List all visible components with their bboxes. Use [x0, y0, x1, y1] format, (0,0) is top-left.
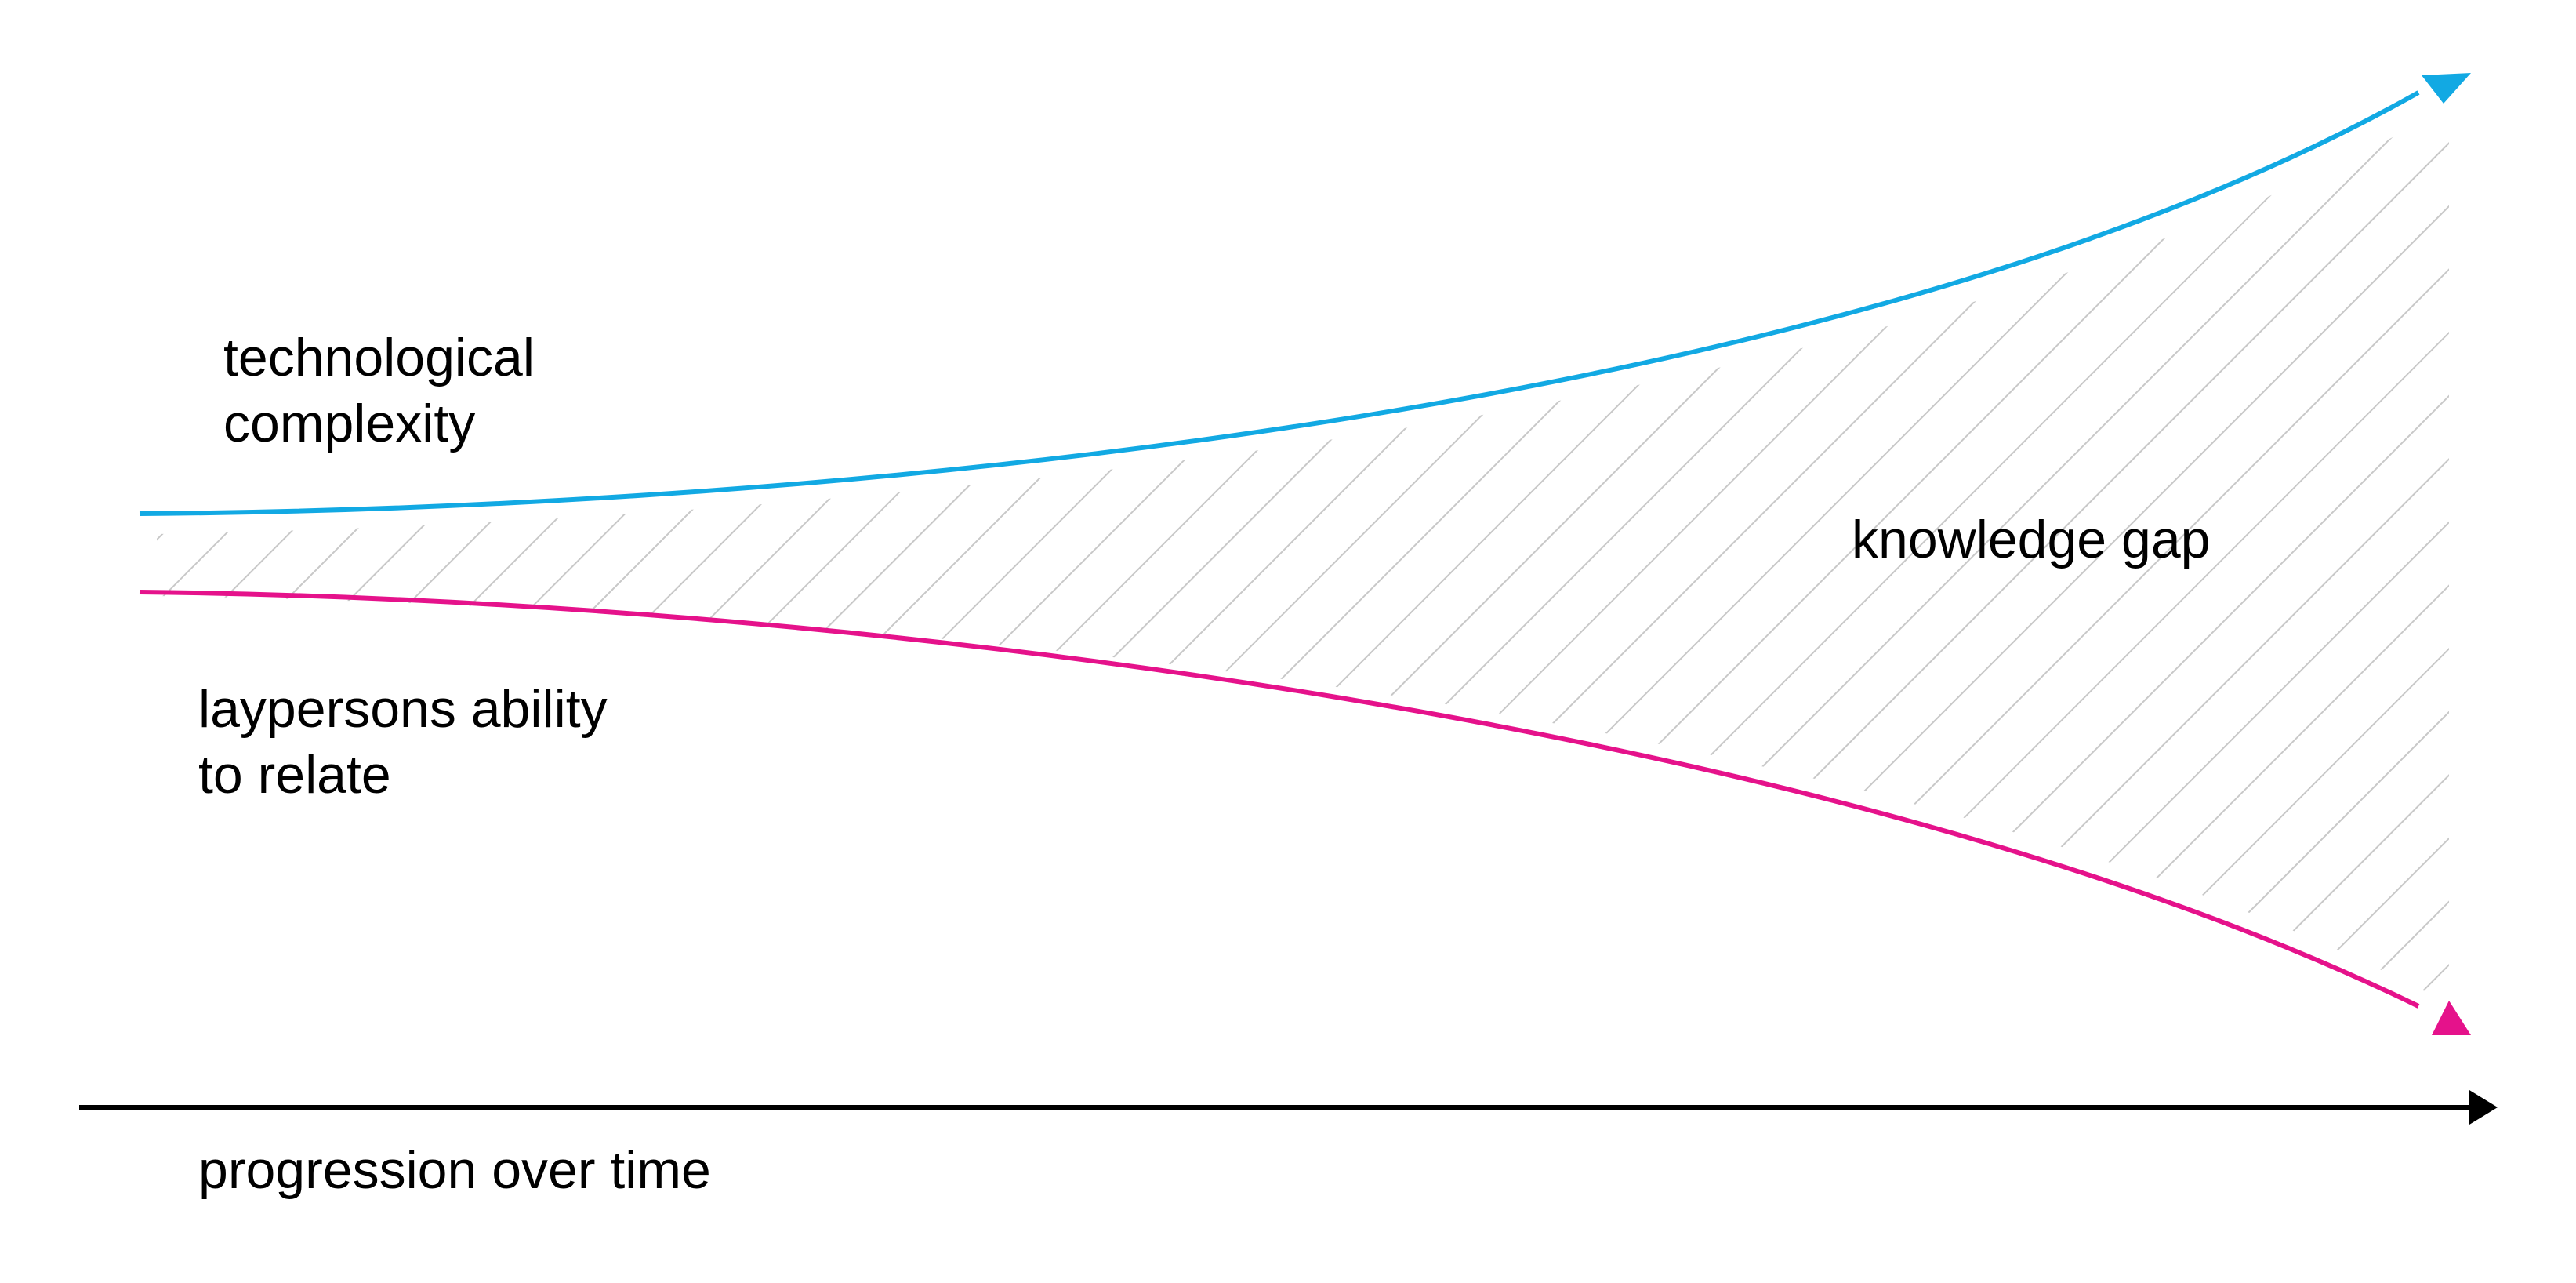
technological-complexity-curve [139, 90, 2420, 516]
laypersons-ability-curve [139, 590, 2420, 1009]
technological-complexity-label-line-1: technological [223, 328, 535, 387]
laypersons-ability-arrowhead [2432, 1001, 2471, 1035]
laypersons-ability-label: laypersons ability to relate [198, 676, 608, 808]
laypersons-ability-label-line-1: laypersons ability [198, 679, 608, 739]
technological-complexity-arrowhead [2422, 73, 2471, 104]
time-axis-label: progression over time [198, 1140, 711, 1200]
technological-complexity-label: technological complexity [223, 325, 535, 456]
laypersons-ability-label-line-2: to relate [198, 745, 391, 805]
knowledge-gap-label: knowledge gap [1852, 510, 2211, 569]
technological-complexity-label-line-2: complexity [223, 394, 476, 453]
time-axis-arrowhead [2469, 1090, 2498, 1125]
